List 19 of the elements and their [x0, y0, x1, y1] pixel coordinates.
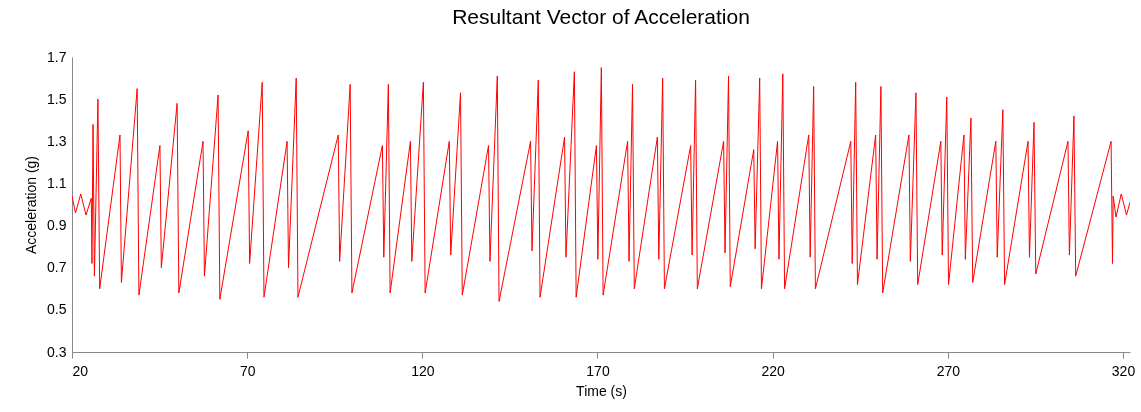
y-tick-label: 1.7 — [47, 48, 67, 65]
x-axis-title: Time (s) — [576, 382, 627, 399]
y-tick-label: 1.1 — [47, 174, 67, 191]
line-series — [72, 67, 1130, 302]
y-tick-label: 0.9 — [47, 217, 67, 234]
x-tick-label: 120 — [411, 362, 435, 379]
y-tick-label: 1.5 — [47, 90, 67, 107]
y-tick-label: 0.7 — [47, 259, 67, 276]
y-tick-label: 0.5 — [47, 301, 67, 318]
x-tick-label: 70 — [239, 362, 256, 379]
x-tick-label: 220 — [761, 362, 786, 379]
chart-title: Resultant Vector of Acceleration — [452, 5, 750, 28]
x-tick-label: 270 — [936, 362, 961, 379]
y-tick-label: 0.3 — [47, 343, 67, 360]
x-tick-label: 20 — [72, 362, 89, 379]
x-tick-label: 170 — [586, 362, 610, 379]
x-tick-label: 320 — [1111, 362, 1136, 379]
y-axis-title: Acceleration (g) — [23, 155, 40, 255]
y-tick-label: 1.3 — [47, 132, 67, 149]
